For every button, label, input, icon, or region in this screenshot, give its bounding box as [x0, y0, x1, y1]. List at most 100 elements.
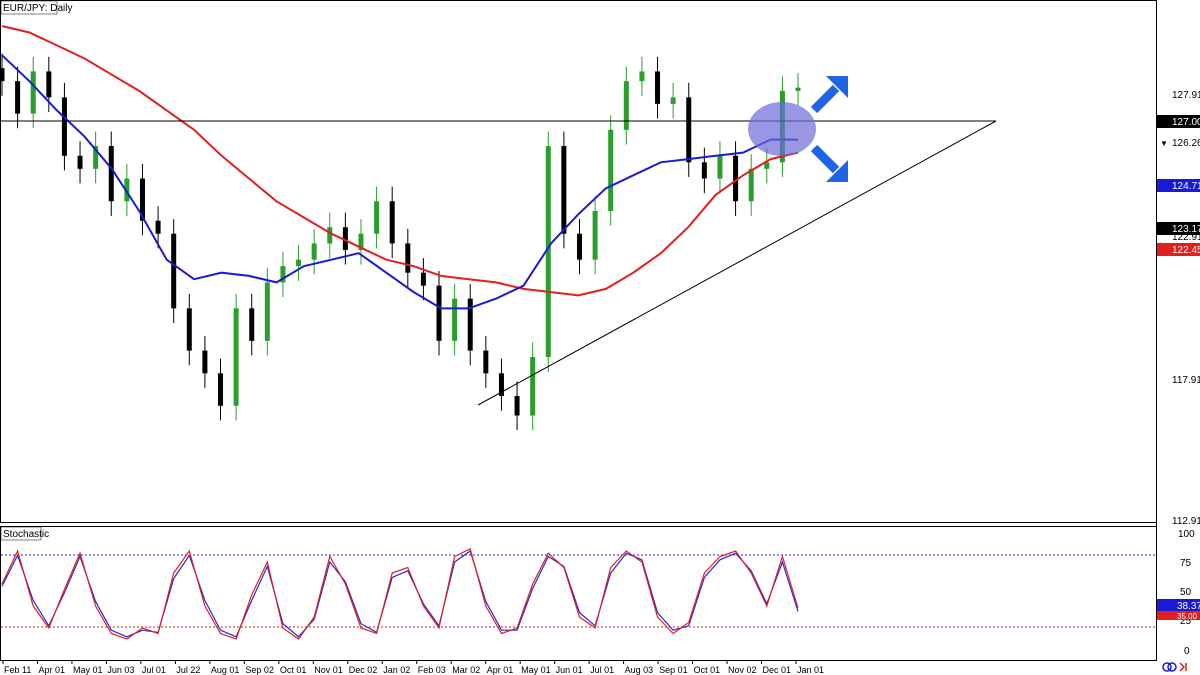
x-axis-label: Jul 22 — [176, 665, 200, 675]
candle-body — [717, 155, 723, 179]
stoch-d-badge-text: 35.00 — [1177, 612, 1198, 621]
candle-body — [108, 146, 114, 202]
current-price-marker: ▼ — [1160, 139, 1168, 148]
candle-body — [171, 233, 177, 309]
ma-short-badge — [1157, 179, 1200, 192]
x-axis-label: Apr 01 — [38, 665, 65, 675]
candle-body — [545, 146, 551, 358]
candle-body — [202, 350, 208, 374]
candle-body — [748, 168, 754, 202]
x-axis-label: May 01 — [73, 665, 103, 675]
breakout-up-arrow — [810, 76, 848, 114]
x-axis-label: Jul 01 — [142, 665, 166, 675]
level2-badge-text: 123.172 — [1172, 224, 1200, 235]
candle-body — [249, 308, 255, 341]
candle-body — [733, 155, 739, 202]
stoch-k-badge-text: 38.37 — [1177, 601, 1200, 612]
x-axis-label: Aug 03 — [625, 665, 654, 675]
stoch-k-line — [1, 547, 799, 640]
stoch-tick: 50 — [1180, 587, 1192, 598]
link-icon[interactable] — [1162, 662, 1177, 672]
candle-body — [296, 259, 302, 267]
x-axis-label: Jan 02 — [383, 665, 410, 675]
candle-body — [405, 243, 411, 273]
candle-body — [264, 282, 270, 341]
x-axis-label: Sep 02 — [245, 665, 274, 675]
support-trendline — [477, 120, 997, 406]
candle-body — [30, 71, 36, 114]
candle-body — [701, 162, 707, 179]
x-axis-labels: Feb 11 Apr 01 May 01 Jun 03 Jul 01 Jul 22 Aug … — [2, 661, 824, 675]
candle-body — [15, 81, 21, 114]
candle-body — [467, 298, 473, 351]
ma-long-badge — [1157, 243, 1200, 256]
x-axis-label: Jan 01 — [797, 665, 824, 675]
candle-body — [795, 87, 801, 91]
candle-body — [764, 162, 770, 169]
stoch-tick: 0 — [1184, 646, 1190, 657]
x-axis-label: Jun 03 — [107, 665, 134, 675]
x-axis-label: Sep 01 — [659, 665, 688, 675]
symbol-label-box — [0, 0, 58, 15]
x-axis-label: Oct 01 — [694, 665, 721, 675]
candle-body — [561, 146, 567, 234]
x-axis-label: Feb 11 — [4, 665, 31, 675]
stoch-tick: 75 — [1180, 558, 1192, 569]
x-axis-label: Aug 01 — [211, 665, 240, 675]
x-axis-label: Mar 02 — [452, 665, 480, 675]
x-axis-label: Feb 03 — [418, 665, 446, 675]
stoch-d-line — [1, 550, 799, 638]
candle-body — [639, 71, 645, 82]
breakdown-arrow — [810, 144, 848, 182]
candle-body — [186, 308, 192, 351]
candle-body — [514, 396, 520, 416]
candle-body — [374, 201, 380, 234]
candle-body — [608, 129, 614, 211]
price-tick: 127.919 — [1172, 90, 1200, 101]
resistance-badge-text: 127.000 — [1172, 117, 1200, 128]
ma-short-badge-text: 124.714 — [1172, 181, 1200, 192]
indicator-label: Stochastic — [3, 529, 49, 540]
candle-body — [342, 227, 348, 250]
candle-body — [61, 97, 67, 156]
candle-body — [358, 233, 364, 250]
x-axis-label: May 01 — [521, 665, 551, 675]
candle-body — [327, 227, 333, 244]
candle-body — [670, 97, 676, 104]
candle-body — [218, 373, 224, 406]
candle-body — [420, 272, 426, 286]
candle-body — [155, 220, 161, 234]
candle-body — [124, 178, 130, 202]
stoch-tick: 25 — [1180, 616, 1192, 627]
stoch-panel-frame — [0, 526, 1157, 661]
consolidation-highlight — [748, 102, 816, 156]
price-tick: 112.919 — [1172, 516, 1200, 527]
price-tick: 122.919 — [1172, 232, 1200, 243]
candle-body — [686, 97, 692, 163]
scroll-right-icon[interactable] — [1179, 662, 1187, 672]
x-axis-label: Dec 02 — [349, 665, 378, 675]
ma-short-line — [1, 54, 798, 310]
stoch-k-badge — [1157, 599, 1200, 611]
x-axis-label: Nov 02 — [728, 665, 757, 675]
candle-body — [77, 155, 83, 169]
candle-body — [655, 71, 661, 104]
x-axis-label: Nov 01 — [314, 665, 343, 675]
candle-body — [592, 210, 598, 260]
resistance-badge — [1157, 115, 1200, 128]
candle-body — [311, 243, 317, 260]
symbol-label: EUR/JPY: Daily — [3, 3, 72, 14]
x-axis-label: Oct 01 — [280, 665, 307, 675]
level2-badge — [1157, 222, 1200, 235]
candle-body — [233, 308, 239, 406]
candle-body — [623, 81, 629, 130]
candle-body — [389, 201, 395, 244]
candle-body — [93, 146, 99, 169]
x-axis-label: Jul 01 — [590, 665, 614, 675]
ma-long-line — [1, 25, 799, 297]
indicator-label-box — [0, 526, 42, 541]
candle-body — [483, 350, 489, 374]
stoch-d-badge — [1157, 611, 1200, 620]
price-tick: 117.919 — [1172, 375, 1200, 386]
